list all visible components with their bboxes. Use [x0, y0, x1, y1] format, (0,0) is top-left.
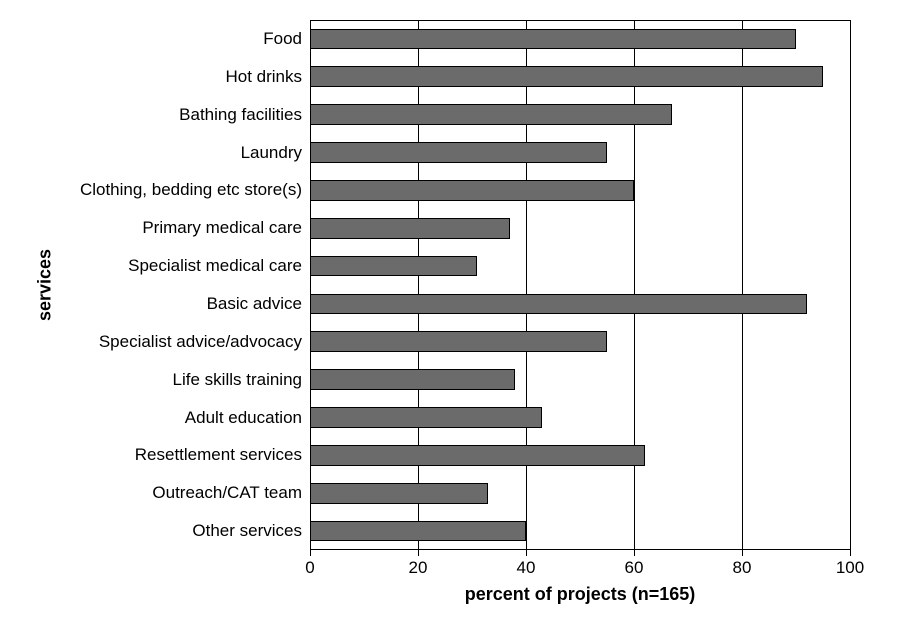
y-category-label: Laundry [241, 143, 310, 163]
y-category-label: Food [263, 29, 310, 49]
gridline [310, 20, 311, 550]
y-category-label: Adult education [185, 408, 310, 428]
bar [310, 445, 645, 466]
x-tick [742, 550, 743, 556]
plot-border [310, 549, 850, 550]
x-tick [310, 550, 311, 556]
y-category-label: Other services [192, 521, 310, 541]
bar [310, 407, 542, 428]
gridline [634, 20, 635, 550]
y-category-label: Resettlement services [135, 445, 310, 465]
x-tick [634, 550, 635, 556]
x-axis-title: percent of projects (n=165) [465, 584, 696, 605]
x-tick-label: 100 [836, 558, 864, 578]
bar [310, 256, 477, 277]
gridline [418, 20, 419, 550]
bar [310, 218, 510, 239]
y-category-label: Outreach/CAT team [152, 483, 310, 503]
bar [310, 66, 823, 87]
y-category-label: Clothing, bedding etc store(s) [80, 180, 310, 200]
x-tick [526, 550, 527, 556]
chart-container: 0 20 40 60 80 100 Food Hot drinks Bathing facili… [0, 0, 900, 619]
x-tick [418, 550, 419, 556]
x-tick-label: 0 [305, 558, 314, 578]
gridline [526, 20, 527, 550]
y-category-label: Specialist medical care [128, 256, 310, 276]
y-category-label: Basic advice [207, 294, 310, 314]
x-tick [850, 550, 851, 556]
bar [310, 369, 515, 390]
y-category-label: Primary medical care [142, 218, 310, 238]
x-tick-label: 40 [517, 558, 536, 578]
gridline [850, 20, 851, 550]
y-category-label: Life skills training [173, 370, 310, 390]
bar [310, 142, 607, 163]
plot-border [310, 20, 850, 21]
bar [310, 331, 607, 352]
x-tick-label: 20 [409, 558, 428, 578]
bar [310, 521, 526, 542]
y-category-label: Bathing facilities [179, 105, 310, 125]
y-category-label: Specialist advice/advocacy [99, 332, 310, 352]
bar [310, 483, 488, 504]
y-axis-title: services [35, 249, 56, 321]
bar [310, 29, 796, 50]
plot-area: 020406080100FoodHot drinksBathing facili… [310, 20, 850, 550]
x-tick-label: 80 [733, 558, 752, 578]
bar [310, 294, 807, 315]
y-category-label: Hot drinks [225, 67, 310, 87]
gridline [742, 20, 743, 550]
bar [310, 180, 634, 201]
x-tick-label: 60 [625, 558, 644, 578]
bar [310, 104, 672, 125]
